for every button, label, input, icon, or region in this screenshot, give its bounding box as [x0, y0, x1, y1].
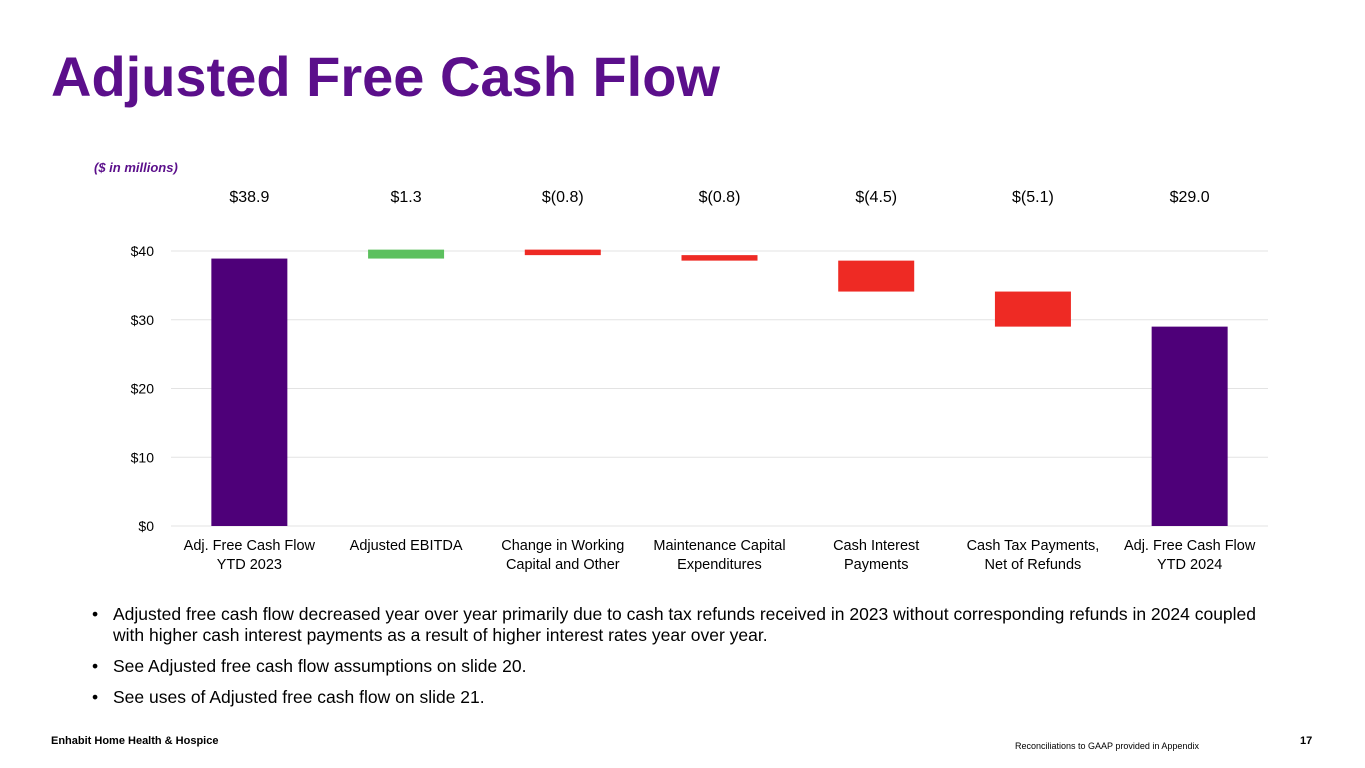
- bullet-text: Adjusted free cash flow decreased year o…: [113, 604, 1257, 645]
- bullet-symbol: •: [92, 604, 99, 624]
- data-label: $(0.8): [542, 189, 584, 206]
- slide-title: Adjusted Free Cash Flow: [51, 45, 720, 108]
- bullet-item: • See uses of Adjusted free cash flow on …: [92, 687, 1282, 708]
- bullet-symbol: •: [92, 656, 99, 676]
- bar: [368, 249, 445, 259]
- bullet-text: See uses of Adjusted free cash flow on s…: [113, 687, 485, 707]
- bullet-list: • Adjusted free cash flow decreased year …: [92, 604, 1282, 718]
- data-label: $(4.5): [855, 189, 897, 206]
- bullet-item: • Adjusted free cash flow decreased year …: [92, 604, 1282, 646]
- footer-company: Enhabit Home Health & Hospice: [51, 735, 219, 747]
- bullet-symbol: •: [92, 687, 99, 707]
- bullet-text: See Adjusted free cash flow assumptions …: [113, 656, 527, 676]
- bar: [211, 258, 288, 526]
- bar: [1151, 326, 1228, 526]
- x-category-label: Adj. Free Cash Flow: [184, 538, 316, 554]
- bullet-item: • See Adjusted free cash flow assumptions…: [92, 656, 1282, 677]
- x-category-label: Cash Tax Payments,: [967, 538, 1100, 554]
- x-axis-categories: Adj. Free Cash Flow YTD 2023 Adjusted EBIT…: [184, 538, 1256, 573]
- y-tick-label: $30: [131, 312, 155, 328]
- x-category-label: Cash Interest: [833, 538, 919, 554]
- x-category-label: Adj. Free Cash Flow: [1124, 538, 1256, 554]
- y-tick-label: $40: [131, 243, 155, 259]
- bar: [994, 291, 1071, 327]
- data-label: $(0.8): [699, 189, 741, 206]
- x-category-label: Adjusted EBITDA: [350, 538, 463, 554]
- x-category-label: Payments: [844, 557, 908, 573]
- x-category-label: Net of Refunds: [985, 557, 1082, 573]
- bar: [681, 255, 758, 261]
- x-category-label: Expenditures: [677, 557, 762, 573]
- y-axis-ticks: $0 $10 $20 $30 $40: [131, 243, 155, 534]
- data-label: $38.9: [229, 189, 269, 206]
- gridlines: [171, 250, 1268, 527]
- x-category-label: Change in Working: [501, 538, 624, 554]
- data-label: $(5.1): [1012, 189, 1054, 206]
- x-category-label: YTD 2023: [217, 557, 282, 573]
- footer-note: Reconciliations to GAAP provided in Appe…: [1015, 741, 1199, 751]
- y-tick-label: $20: [131, 381, 155, 397]
- bar: [524, 249, 601, 256]
- bars: [211, 249, 1228, 526]
- data-label: $1.3: [391, 189, 422, 206]
- data-label: $29.0: [1170, 189, 1210, 206]
- x-category-label: YTD 2024: [1157, 557, 1222, 573]
- waterfall-chart: $0 $10 $20 $30 $40 $38.9 $1.3 $(0.8) $(0.8) $(4.…: [131, 189, 1268, 573]
- x-category-label: Capital and Other: [506, 557, 620, 573]
- value-labels: $38.9 $1.3 $(0.8) $(0.8) $(4.5) $(5.1) $29.0: [229, 189, 1209, 206]
- page-number: 17: [1300, 735, 1313, 747]
- y-tick-label: $0: [138, 518, 154, 534]
- bar: [838, 260, 915, 292]
- x-category-label: Maintenance Capital: [653, 538, 785, 554]
- units-note: ($ in millions): [94, 160, 178, 175]
- y-tick-label: $10: [131, 449, 155, 465]
